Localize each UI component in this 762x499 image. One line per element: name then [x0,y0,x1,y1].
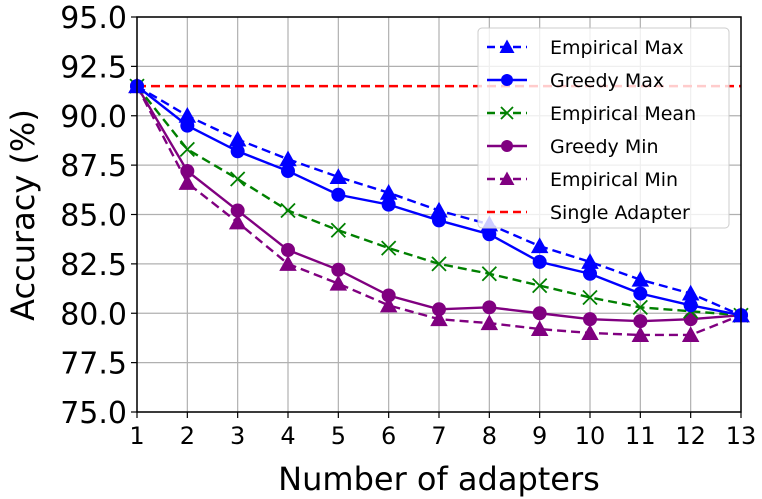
x-tick-label: 6 [381,422,396,450]
circle-marker [532,306,547,321]
legend-entry: Empirical Mean [487,103,696,125]
triangle-marker [581,324,599,340]
x-tick-label: 13 [726,422,757,450]
triangle-marker [480,314,499,331]
triangle-marker [178,107,197,123]
x-tick-label: 7 [431,422,446,450]
circle-marker [432,302,446,317]
legend-label: Empirical Mean [550,103,696,125]
x-tick-label: 5 [331,422,346,450]
x-tick-label: 10 [575,422,606,450]
circle-marker [501,140,513,152]
legend-label: Greedy Min [550,136,659,158]
triangle-marker [379,296,398,313]
triangle-marker [178,174,197,190]
plot-series [128,77,750,342]
legend-entry: Empirical Min [487,169,678,191]
circle-marker [381,197,396,212]
circle-marker [281,243,295,258]
x-marker [532,277,548,294]
triangle-marker [329,168,348,184]
circle-marker [281,164,295,179]
x-tick-label: 11 [625,422,656,450]
triangle-marker [581,253,599,269]
x-axis-ticks: 1 2 3 4 5 6 7 8 9 10 11 12 13 [129,412,756,450]
x-tick-label: 12 [675,422,706,450]
y-axis-label: Accuracy (%) [4,109,42,321]
legend-label: Empirical Min [550,169,678,191]
legend-entry: Single Adapter [487,202,690,224]
y-axis-ticks: 75.0 77.5 80.0 82.5 85.0 87.5 90.0 92.5 95.0 [60,1,137,431]
circle-marker [230,144,245,159]
x-marker [330,222,346,238]
circle-marker [683,312,698,327]
circle-marker [180,164,195,179]
x-marker [500,106,514,120]
triangle-marker [228,130,247,147]
triangle-marker [631,326,650,342]
triangle-marker [279,150,297,167]
circle-marker [331,187,346,202]
triangle-marker [228,213,247,230]
x-marker [179,141,195,157]
circle-marker [583,266,597,281]
y-tick-label: 92.5 [60,50,127,85]
x-tick-label: 4 [280,422,295,450]
circle-marker [633,314,648,329]
legend-entry: Empirical Max [487,37,684,59]
y-tick-label: 80.0 [60,297,127,332]
x-tick-label: 3 [230,422,245,450]
circle-marker [583,312,597,327]
triangle-marker [430,201,448,218]
triangle-marker [530,320,549,337]
x-marker [431,256,447,272]
x-axis-label: Number of adapters [278,460,600,498]
series-empirical-min [128,77,750,342]
x-marker [280,202,296,219]
y-tick-label: 90.0 [60,100,127,135]
x-marker [481,266,497,282]
circle-marker [381,288,396,303]
triangle-marker [430,310,448,327]
triangle-marker [329,274,348,291]
y-tick-label: 85.0 [60,199,127,234]
legend: Empirical Max Greedy Max Empirical Mean Gre… [477,27,730,229]
y-tick-label: 82.5 [60,248,127,283]
circle-marker [532,254,547,269]
circle-marker [633,286,648,301]
x-tick-label: 1 [129,422,144,450]
legend-label: Empirical Max [550,37,684,59]
circle-marker [683,298,698,313]
y-tick-label: 77.5 [60,347,127,382]
y-tick-label: 87.5 [60,149,127,184]
legend-entry: Greedy Max [487,70,664,92]
x-tick-label: 2 [180,422,195,450]
triangle-marker [530,237,549,254]
triangle-marker [681,326,700,342]
triangle-marker [499,39,515,53]
triangle-marker [631,270,650,287]
x-marker [230,171,246,187]
triangle-marker [379,184,398,200]
x-tick-label: 9 [532,422,547,450]
triangle-marker [681,284,700,301]
circle-marker [482,300,497,315]
triangle-marker [279,255,297,271]
x-tick-label: 8 [482,422,497,450]
legend-box [477,27,730,229]
circle-marker [501,74,513,86]
circle-marker [230,203,245,218]
y-tick-label: 75.0 [60,396,127,431]
circle-marker [331,262,346,277]
legend-label: Greedy Max [550,70,664,92]
x-marker [381,240,397,256]
y-tick-label: 95.0 [60,1,127,36]
legend-label: Single Adapter [550,202,690,224]
x-marker [582,289,598,306]
x-marker [632,299,648,315]
triangle-marker [499,171,515,185]
series-greedy-max [130,79,748,323]
legend-entry: Greedy Min [487,136,659,158]
